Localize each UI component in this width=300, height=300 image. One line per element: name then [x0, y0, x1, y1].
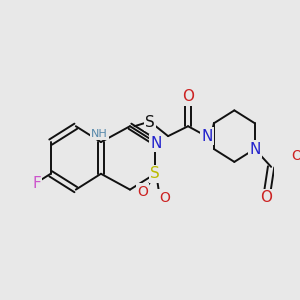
Text: N: N: [150, 136, 162, 151]
Text: O: O: [261, 190, 273, 205]
Text: O: O: [159, 190, 170, 205]
Text: O: O: [182, 89, 194, 104]
Text: NH: NH: [91, 129, 107, 139]
Text: F: F: [32, 176, 41, 191]
Text: S: S: [145, 115, 155, 130]
Text: N: N: [249, 142, 260, 157]
Text: N: N: [201, 129, 213, 144]
Text: O: O: [137, 184, 148, 199]
Text: S: S: [150, 166, 160, 181]
Text: O: O: [291, 149, 300, 163]
